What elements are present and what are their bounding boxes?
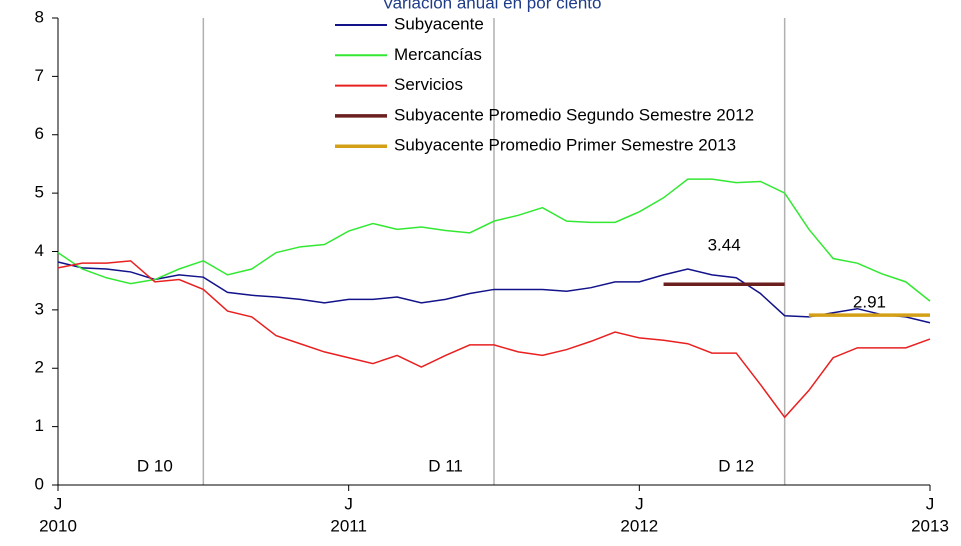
y-tick-label: 1 xyxy=(35,416,44,435)
series-line xyxy=(57,178,931,302)
period-label: D 12 xyxy=(718,456,754,475)
y-tick-label: 7 xyxy=(35,66,44,85)
x-year-label: 2010 xyxy=(39,516,77,535)
value-label: 2.91 xyxy=(853,293,886,312)
x-year-label: 2013 xyxy=(911,516,949,535)
x-tick-label: J xyxy=(54,494,63,513)
legend-label: Subyacente xyxy=(394,14,484,33)
y-tick-label: 3 xyxy=(35,299,44,318)
legend-label: Subyacente Promedio Segundo Semestre 201… xyxy=(394,105,754,124)
series-line xyxy=(57,261,931,324)
chart-title: Variación anual en por ciento xyxy=(383,0,602,12)
legend-label: Mercancías xyxy=(394,45,482,64)
legend-label: Subyacente Promedio Primer Semestre 2013 xyxy=(394,136,736,155)
period-label: D 11 xyxy=(428,456,463,475)
x-tick-label: J xyxy=(635,494,644,513)
y-tick-label: 2 xyxy=(35,358,44,377)
period-label: D 10 xyxy=(137,456,173,475)
series-line xyxy=(57,260,931,419)
y-tick-label: 0 xyxy=(35,474,44,493)
y-tick-label: 6 xyxy=(35,124,44,143)
x-tick-label: J xyxy=(344,494,353,513)
legend-label: Servicios xyxy=(394,75,463,94)
x-year-label: 2011 xyxy=(330,516,367,535)
x-tick-label: J xyxy=(926,494,935,513)
y-tick-label: 8 xyxy=(35,7,44,26)
x-year-label: 2012 xyxy=(620,516,658,535)
y-tick-label: 4 xyxy=(35,241,44,260)
y-tick-label: 5 xyxy=(35,183,44,202)
value-label: 3.44 xyxy=(708,236,741,255)
